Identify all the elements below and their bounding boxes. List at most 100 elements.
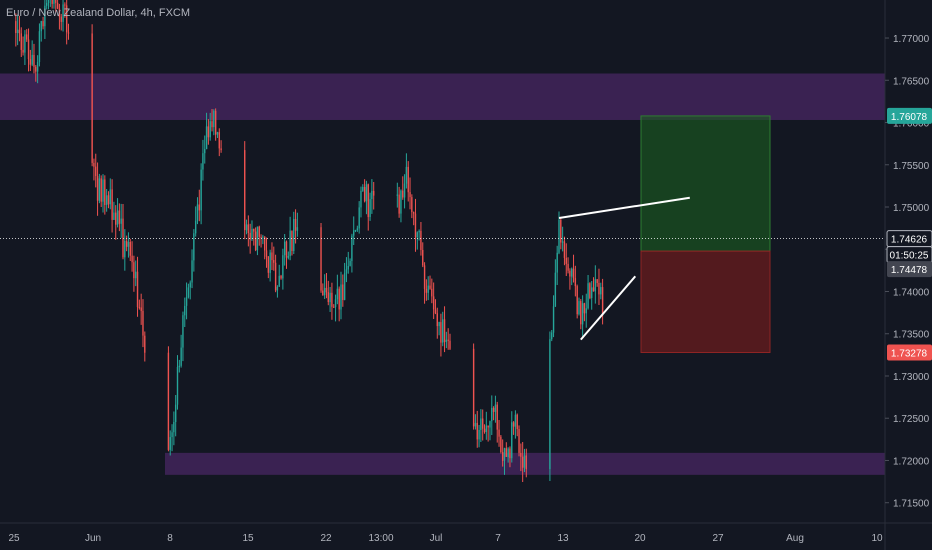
- candle-body: [131, 255, 133, 263]
- candle-body: [193, 233, 195, 261]
- price-tick-label: 1.74000: [893, 287, 930, 298]
- candle-body: [491, 407, 493, 422]
- candle-body: [285, 241, 288, 258]
- candle-body: [362, 187, 364, 191]
- candle-body: [182, 315, 184, 348]
- candle-body: [244, 150, 246, 231]
- candle-body: [116, 210, 119, 225]
- candle-body: [287, 256, 290, 258]
- candle-body: [432, 296, 435, 310]
- time-tick-label: 27: [712, 533, 724, 544]
- candle-body: [412, 212, 415, 214]
- candle-body: [176, 367, 179, 405]
- candle-body: [196, 204, 199, 221]
- candle-body: [494, 404, 497, 412]
- candle-body: [445, 339, 448, 342]
- candle-body: [115, 212, 117, 225]
- candle-body: [187, 287, 190, 298]
- candle-body: [31, 54, 33, 65]
- candle-body: [563, 241, 566, 258]
- candle-body: [567, 263, 569, 271]
- time-tick-label: 7: [495, 533, 501, 544]
- candle-body: [345, 269, 348, 274]
- candle-body: [440, 322, 442, 343]
- candle-body: [58, 8, 61, 17]
- candle-body: [363, 187, 366, 202]
- candle-body: [500, 436, 502, 453]
- candle-body: [482, 418, 484, 429]
- candle-body: [512, 422, 515, 427]
- candle-body: [18, 29, 21, 34]
- candle-body: [105, 195, 108, 205]
- price-tick-label: 1.77000: [893, 34, 930, 45]
- candle-body: [558, 219, 560, 253]
- candle-body: [449, 340, 451, 349]
- candle-body: [16, 29, 19, 33]
- candle-body: [594, 279, 597, 292]
- candle-body: [204, 149, 206, 154]
- candle-body: [472, 348, 475, 427]
- candle-body: [358, 207, 360, 229]
- zones-layer: [0, 73, 885, 475]
- candle-body: [20, 33, 22, 50]
- price-tick-label: 1.76500: [893, 76, 930, 87]
- price-tick-label: 1.73500: [893, 330, 930, 341]
- candle-body: [325, 287, 328, 293]
- candle-body: [36, 62, 39, 72]
- candle-body: [278, 275, 280, 287]
- candle-body: [507, 448, 509, 457]
- candle-body: [405, 166, 408, 184]
- candle-body: [47, 0, 50, 3]
- candle-body: [273, 260, 275, 263]
- candle-body: [514, 414, 517, 427]
- candle-body: [483, 428, 486, 433]
- candle-body: [320, 227, 322, 291]
- candle-body: [409, 192, 411, 198]
- candle-body: [98, 178, 101, 201]
- candle-body: [91, 33, 93, 163]
- overlays-layer: [0, 196, 885, 341]
- countdown-tag: 01:50:25: [890, 251, 929, 262]
- candle-body: [556, 252, 558, 273]
- candle-body: [185, 297, 188, 306]
- resistance-zone: [0, 73, 885, 120]
- candle-body: [525, 455, 527, 470]
- candle-body: [322, 290, 324, 296]
- candle-body: [294, 219, 297, 231]
- candle-body: [142, 310, 144, 336]
- candle-body: [65, 5, 68, 33]
- chart-title: Euro / New Zealand Dollar, 4h, FXCM: [6, 7, 190, 19]
- candle-body: [218, 132, 220, 149]
- candle-body: [129, 242, 131, 256]
- candle-body: [489, 421, 491, 428]
- candle-body: [138, 307, 141, 309]
- candle-body: [549, 339, 551, 470]
- candle-body: [213, 110, 215, 128]
- candle-body: [587, 283, 589, 309]
- candle-body: [349, 260, 351, 266]
- candle-body: [102, 179, 104, 202]
- candle-body: [347, 266, 349, 270]
- trendline-lower: [580, 275, 637, 341]
- stop-zone: [640, 250, 771, 353]
- candle-body: [211, 121, 213, 128]
- target-zone: [640, 115, 771, 252]
- time-tick-label: 13: [557, 533, 569, 544]
- candle-body: [356, 228, 359, 231]
- candle-body: [293, 219, 295, 251]
- price-tick-label: 1.71500: [893, 499, 930, 510]
- candle-body: [125, 241, 128, 247]
- candle-body: [174, 404, 177, 422]
- candle-body: [598, 283, 600, 295]
- candle-body: [492, 407, 495, 412]
- candle-body: [336, 288, 339, 300]
- candle-body: [122, 218, 124, 258]
- candle-body: [140, 307, 142, 311]
- candle-body: [554, 272, 557, 307]
- candle-body: [44, 5, 46, 27]
- candle-body: [429, 285, 431, 289]
- candle-body: [329, 292, 331, 303]
- candle-body: [38, 31, 41, 62]
